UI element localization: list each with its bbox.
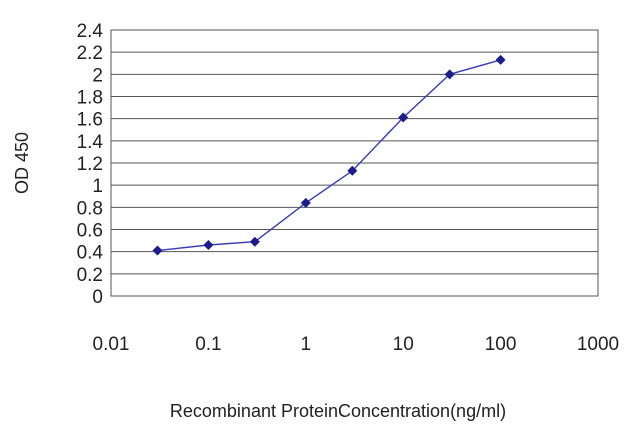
data-point	[398, 112, 409, 123]
data-point	[152, 245, 163, 256]
data-point	[495, 54, 506, 65]
series-line	[157, 59, 501, 252]
y-tick-label: 1.8	[77, 88, 103, 109]
y-tick-label: 2	[92, 65, 103, 86]
x-tick-label: 0.01	[93, 334, 130, 355]
x-tick-label: 1000	[577, 334, 619, 355]
x-tick-label: 0.1	[195, 334, 221, 355]
x-tick-label: 100	[485, 334, 517, 355]
y-tick-label: 2.2	[77, 43, 103, 64]
y-tick-label: 0.2	[77, 265, 103, 286]
y-tick-label: 0.6	[77, 221, 103, 242]
y-tick-labels: 00.20.40.60.811.21.41.61.822.22.4	[77, 21, 104, 308]
y-tick-label: 0.4	[77, 243, 104, 264]
x-axis-title: Recombinant ProteinConcentration(ng/ml)	[170, 401, 506, 421]
y-tick-label: 1.6	[77, 110, 103, 131]
data-series	[152, 54, 506, 256]
data-point	[444, 69, 455, 80]
y-tick-label: 0	[92, 287, 103, 308]
y-tick-label: 1.2	[77, 154, 103, 175]
x-tick-label: 10	[393, 334, 414, 355]
y-tick-label: 1	[92, 176, 103, 197]
data-point	[249, 236, 260, 247]
data-point	[347, 165, 358, 176]
y-tick-label: 1.4	[77, 132, 104, 153]
gridlines	[111, 51, 598, 275]
data-point	[300, 197, 311, 208]
data-point	[203, 240, 214, 251]
y-tick-label: 0.8	[77, 198, 103, 219]
x-tick-label: 1	[301, 334, 312, 355]
x-tick-labels: 0.01 0.1 1 10 100 1000	[93, 334, 620, 355]
y-tick-label: 2.4	[77, 21, 104, 42]
y-axis-title: OD 450	[12, 132, 32, 194]
